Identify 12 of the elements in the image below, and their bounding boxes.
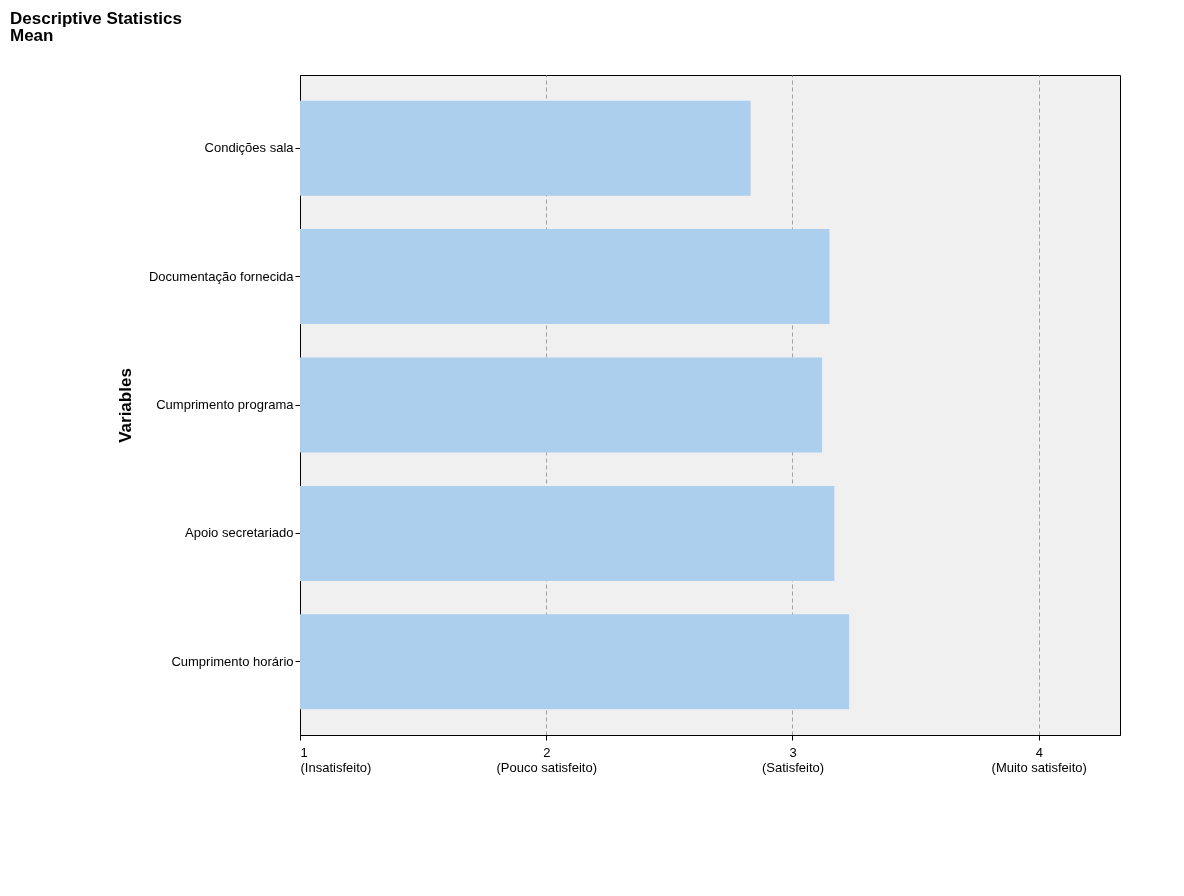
text: Descriptive Statistics	[10, 9, 182, 28]
x-tick-label: 4 (Muito satisfeito)	[991, 744, 1087, 775]
y-tick-label: Condições sala	[204, 140, 295, 156]
y-tick-label: Documentação fornecida	[148, 268, 295, 284]
y-tick-label: Apoio secretariado	[185, 525, 294, 541]
x-tick-label: 2 (Pouco satisfeito)	[496, 744, 597, 775]
y-axis-title: Variables	[115, 368, 135, 443]
text: Mean	[10, 26, 54, 45]
x-tick-label: 1 (Insatisfeito)	[300, 744, 372, 775]
x-tick-label: 3 (Satisfeito)	[761, 744, 825, 775]
y-tick-label: Cumprimento programa	[156, 397, 295, 412]
y-tick-label: Cumprimento horário	[171, 653, 294, 669]
